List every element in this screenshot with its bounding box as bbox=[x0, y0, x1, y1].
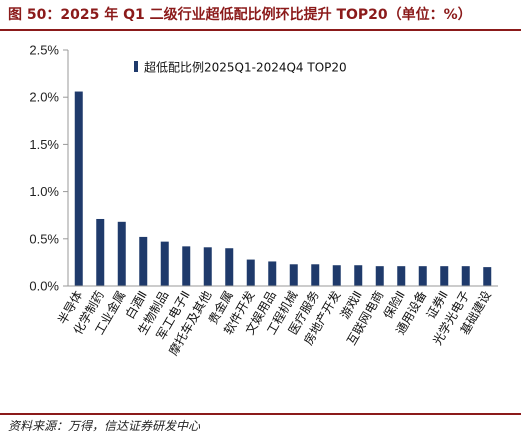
y-tick-label: 1.5% bbox=[29, 137, 59, 152]
bar bbox=[182, 246, 191, 286]
title-rule bbox=[0, 29, 521, 31]
bar bbox=[375, 266, 384, 286]
bar bbox=[354, 265, 363, 286]
y-tick-label: 2.5% bbox=[29, 43, 59, 58]
bar bbox=[246, 259, 255, 286]
source-rule bbox=[0, 413, 521, 415]
bar bbox=[440, 266, 449, 286]
x-axis: 半导体化学制药工业金属白酒Ⅱ生物制品军工电子Ⅱ摩托车及其他贵金属软件开发文娱用品… bbox=[55, 285, 498, 358]
bar bbox=[96, 218, 105, 286]
chart-title: 图 50：2025 年 Q1 二级行业超低配比例环比提升 TOP20（单位：%） bbox=[8, 7, 472, 23]
bar-chart: 0.0% 0.5% 1.0% 1.5% 2.0% 2.5% 半导体化学制药工业金属白酒Ⅱ生… bbox=[29, 43, 498, 358]
legend-swatch bbox=[134, 61, 138, 72]
legend-label: 超低配比例2025Q1-2024Q4 TOP20 bbox=[144, 60, 347, 75]
bar bbox=[74, 91, 83, 286]
bar bbox=[203, 247, 212, 286]
bar bbox=[332, 265, 341, 286]
bar bbox=[289, 264, 298, 286]
bar bbox=[117, 221, 126, 286]
bar bbox=[139, 236, 148, 286]
bar-series bbox=[74, 91, 492, 286]
y-axis: 0.0% 0.5% 1.0% 1.5% 2.0% 2.5% bbox=[29, 43, 69, 294]
bar bbox=[461, 266, 470, 286]
y-tick-label: 1.0% bbox=[29, 184, 59, 199]
legend: 超低配比例2025Q1-2024Q4 TOP20 bbox=[134, 60, 347, 75]
y-tick-label: 0.0% bbox=[29, 279, 59, 294]
bar bbox=[483, 267, 492, 286]
bar bbox=[418, 266, 427, 286]
bar bbox=[311, 264, 320, 286]
bar bbox=[397, 266, 406, 286]
y-tick-label: 2.0% bbox=[29, 90, 59, 105]
y-tick-label: 0.5% bbox=[29, 231, 59, 246]
bar bbox=[268, 261, 277, 286]
source-note: 资料来源：万得，信达证券研发中心 bbox=[8, 419, 201, 433]
bar bbox=[225, 248, 234, 286]
bar bbox=[160, 241, 169, 286]
